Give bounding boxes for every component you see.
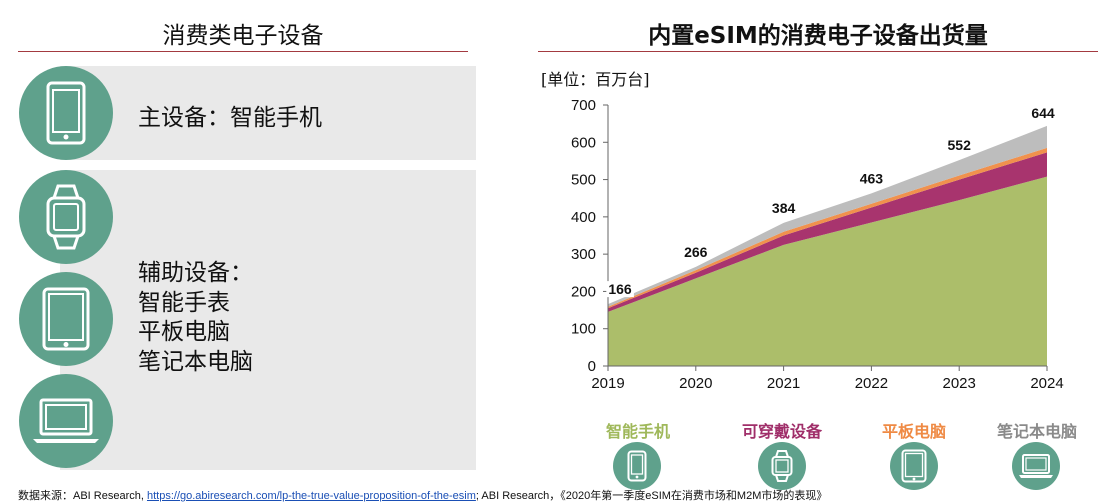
data-label: 384 (772, 200, 796, 216)
chart-title: 内置eSIM的消费电子设备出货量 (648, 23, 988, 49)
data-label-bg (682, 243, 710, 260)
secondary-device-list: 辅助设备： 智能手表 平板电脑 笔记本电脑 (138, 259, 253, 377)
secondary-device-tablet: 平板电脑 (138, 319, 230, 345)
right-title-divider (538, 51, 1098, 52)
data-label: 266 (684, 244, 708, 260)
y-tick-label: 600 (571, 134, 596, 151)
footnote-suffix: ; ABI Research，《2020年第一季度eSIM在消费市场和M2M市场… (475, 490, 828, 502)
data-label: 644 (1031, 105, 1055, 121)
x-tick-label: 2024 (1030, 375, 1063, 392)
x-tick-label: 2022 (855, 375, 888, 392)
smartwatch-icon (758, 442, 806, 490)
area-series-0 (608, 176, 1047, 366)
tablet-icon (19, 272, 113, 366)
y-tick-label: 500 (571, 172, 596, 189)
x-tick-label: 2021 (767, 375, 800, 392)
secondary-device-heading: 辅助设备： (138, 260, 253, 286)
data-label: 166 (608, 281, 632, 297)
area-series-3 (608, 125, 1047, 307)
left-title-divider (18, 51, 468, 52)
unit-label: [单位：百万台] (541, 70, 650, 89)
y-tick-label: 200 (571, 283, 596, 300)
left-panel-title: 消费类电子设备 (162, 23, 324, 49)
data-label-bg (1029, 104, 1057, 121)
source-link[interactable]: https://go.abiresearch.com/lp-the-true-v… (146, 490, 476, 502)
legend-smartphone: 智能手机 (605, 422, 670, 441)
secondary-device-laptop: 笔记本电脑 (138, 348, 253, 375)
laptop-icon (19, 374, 113, 468)
y-tick-label: 400 (571, 209, 596, 226)
secondary-device-band (60, 170, 476, 470)
x-tick-label: 2020 (679, 375, 712, 392)
laptop-icon (1012, 442, 1060, 490)
smartphone-icon (613, 442, 661, 490)
smartphone-icon (19, 66, 113, 160)
legend-tablet: 平板电脑 (881, 422, 946, 441)
legend-laptop: 笔记本电脑 (996, 422, 1077, 441)
data-label-bg (606, 281, 634, 298)
y-tick-label: 700 (571, 97, 596, 114)
x-tick-label: 2023 (943, 375, 976, 392)
footnote-prefix: 数据来源：ABI Research, (18, 490, 147, 502)
primary-device-label: 主设备：智能手机 (138, 105, 322, 131)
area-series-1 (608, 152, 1047, 312)
area-series-2 (608, 147, 1047, 309)
data-label-bg (857, 170, 886, 187)
source-footnote: 数据来源：ABI Research, https://go.abiresearc… (18, 487, 827, 503)
smartwatch-icon (19, 170, 113, 264)
data-label: 463 (860, 170, 884, 186)
data-label-bg (769, 199, 798, 216)
y-tick-label: 100 (571, 321, 596, 338)
legend-wearable: 可穿戴设备 (741, 422, 822, 441)
y-tick-label: 300 (571, 246, 596, 263)
x-tick-label: 2019 (591, 375, 624, 392)
secondary-device-smartwatch: 智能手表 (138, 289, 230, 316)
y-tick-label: 0 (588, 358, 596, 375)
data-label: 552 (948, 137, 972, 153)
primary-device-band (60, 66, 476, 160)
data-label-bg (945, 137, 974, 154)
tablet-icon (890, 442, 938, 490)
